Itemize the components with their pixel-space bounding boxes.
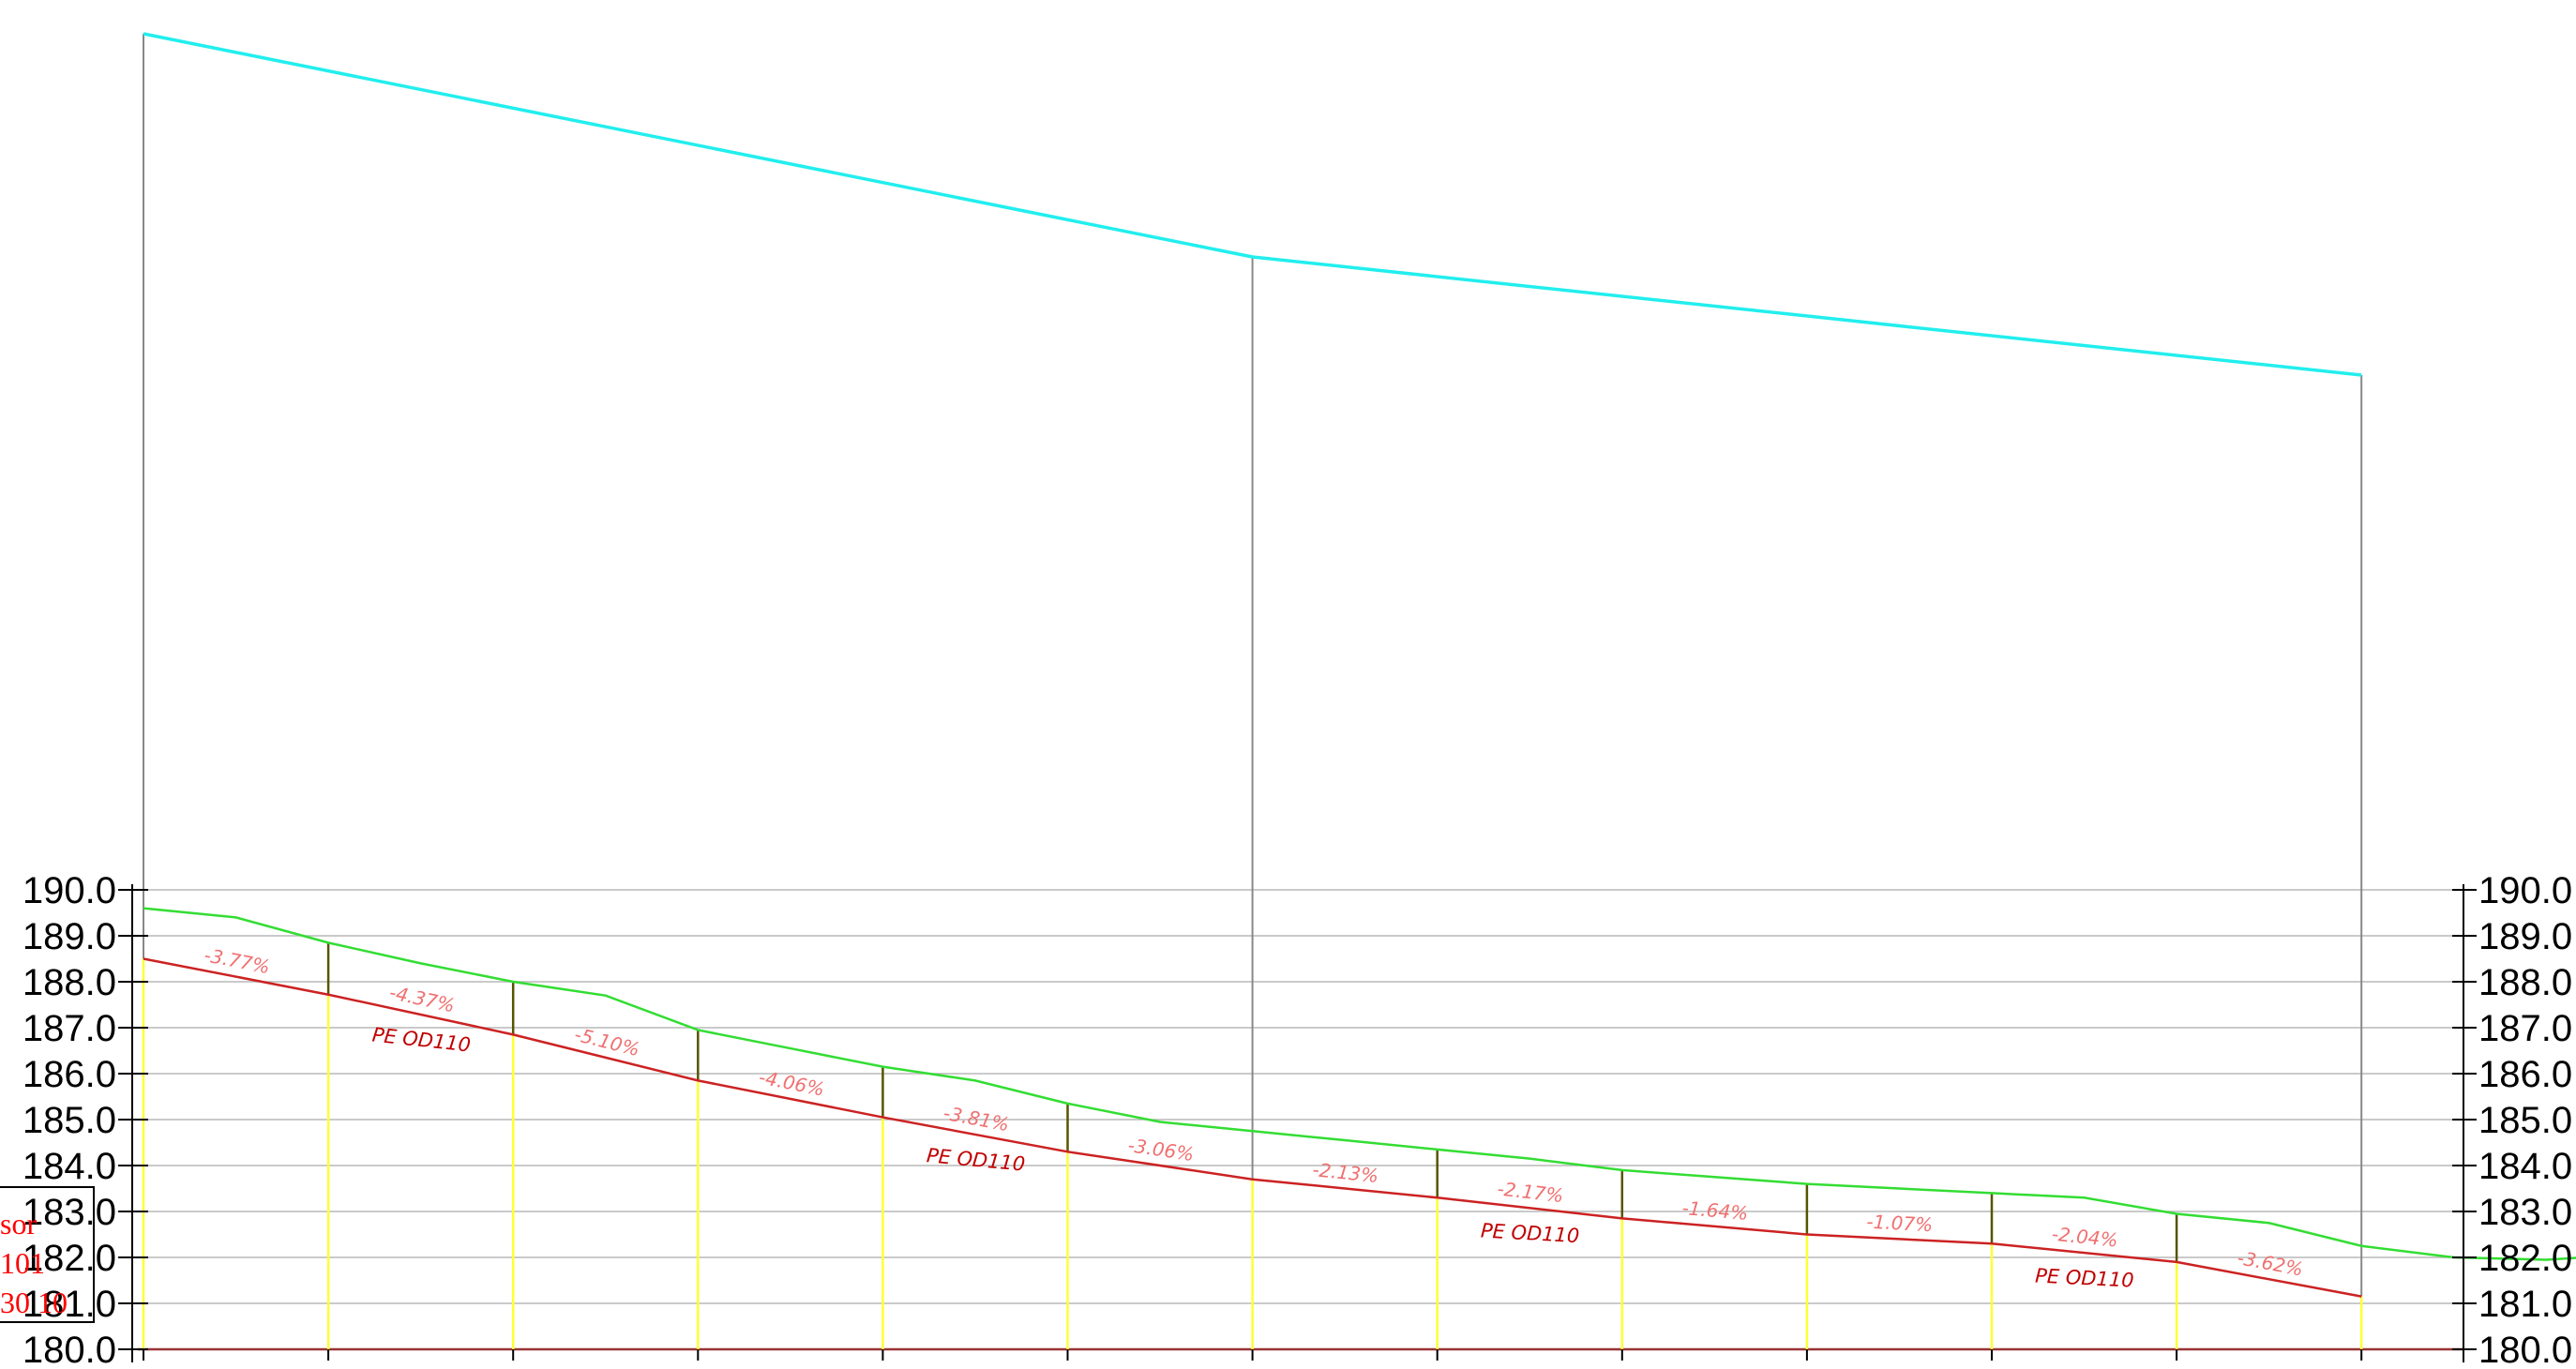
legend-line-1: sor bbox=[0, 1207, 37, 1241]
pipe-label: PE OD110 bbox=[2035, 1265, 2134, 1292]
right-elevation-label: 186.0 bbox=[2478, 1054, 2572, 1095]
right-elevation-label: 188.0 bbox=[2478, 962, 2572, 1003]
left-elevation-axis: 190.0 189.0 188.0 187.0 186.0 185.0 184.0 183.0… bbox=[23, 870, 148, 1369]
slope-label: -1.64% bbox=[1681, 1196, 1750, 1225]
pipe-label: PE OD110 bbox=[371, 1024, 472, 1057]
left-elevation-label: 181.0 bbox=[23, 1284, 116, 1325]
left-elevation-label: 189.0 bbox=[23, 916, 116, 957]
upper-line-layer bbox=[143, 32, 2362, 377]
legend-line-2: 101 bbox=[0, 1246, 45, 1280]
right-elevation-label: 187.0 bbox=[2478, 1008, 2572, 1049]
slope-label: -3.06% bbox=[1126, 1134, 1196, 1166]
left-elevation-label: 188.0 bbox=[23, 962, 116, 1003]
right-elevation-label: 183.0 bbox=[2478, 1192, 2572, 1233]
slope-label: -4.37% bbox=[387, 981, 457, 1016]
left-elevation-label: 183.0 bbox=[23, 1192, 116, 1233]
pipe-profile-line bbox=[143, 957, 2362, 1298]
right-elevation-label: 189.0 bbox=[2478, 916, 2572, 957]
slope-label: -2.13% bbox=[1311, 1158, 1379, 1187]
legend-box bbox=[0, 1186, 95, 1323]
elevation-grid bbox=[138, 889, 2463, 1351]
pipe-label: PE OD110 bbox=[926, 1144, 1026, 1176]
structure-lines bbox=[143, 34, 2363, 1357]
legend-line-3: 30 10 bbox=[0, 1286, 68, 1319]
profile-labels: -3.77%-4.37%-5.10%-4.06%-3.81%-3.06%-2.1… bbox=[203, 943, 2305, 1291]
pipe-label: PE OD110 bbox=[1480, 1219, 1580, 1247]
right-elevation-label: 184.0 bbox=[2478, 1146, 2572, 1187]
right-elevation-label: 185.0 bbox=[2478, 1100, 2572, 1141]
left-elevation-label: 185.0 bbox=[23, 1100, 116, 1141]
upper-line bbox=[143, 32, 2362, 377]
pipe-profile-layer bbox=[143, 957, 2362, 1298]
slope-label: -5.10% bbox=[572, 1023, 641, 1061]
right-elevation-label: 181.0 bbox=[2478, 1284, 2572, 1325]
left-elevation-label: 190.0 bbox=[23, 870, 116, 911]
right-elevation-axis: 190.0 189.0 188.0 187.0 186.0 185.0 184.0 183.0… bbox=[2452, 870, 2572, 1369]
slope-label: -1.07% bbox=[1866, 1211, 1934, 1236]
left-elevation-label: 187.0 bbox=[23, 1008, 116, 1049]
ground-profile-layer bbox=[143, 907, 2576, 1261]
right-elevation-label: 180.0 bbox=[2478, 1330, 2572, 1369]
left-elevation-label: 182.0 bbox=[23, 1238, 116, 1279]
right-elevation-label: 182.0 bbox=[2478, 1238, 2572, 1279]
legend-fragment: sor 101 30 10 bbox=[0, 1186, 95, 1323]
slope-label: -2.04% bbox=[2051, 1223, 2119, 1252]
slope-label: -2.17% bbox=[1497, 1178, 1565, 1208]
left-elevation-label: 184.0 bbox=[23, 1146, 116, 1187]
ground-profile-line bbox=[143, 907, 2576, 1261]
left-elevation-label: 180.0 bbox=[23, 1330, 116, 1369]
right-elevation-label: 190.0 bbox=[2478, 870, 2572, 911]
left-elevation-label: 186.0 bbox=[23, 1054, 116, 1095]
station-lines bbox=[142, 942, 2363, 1361]
